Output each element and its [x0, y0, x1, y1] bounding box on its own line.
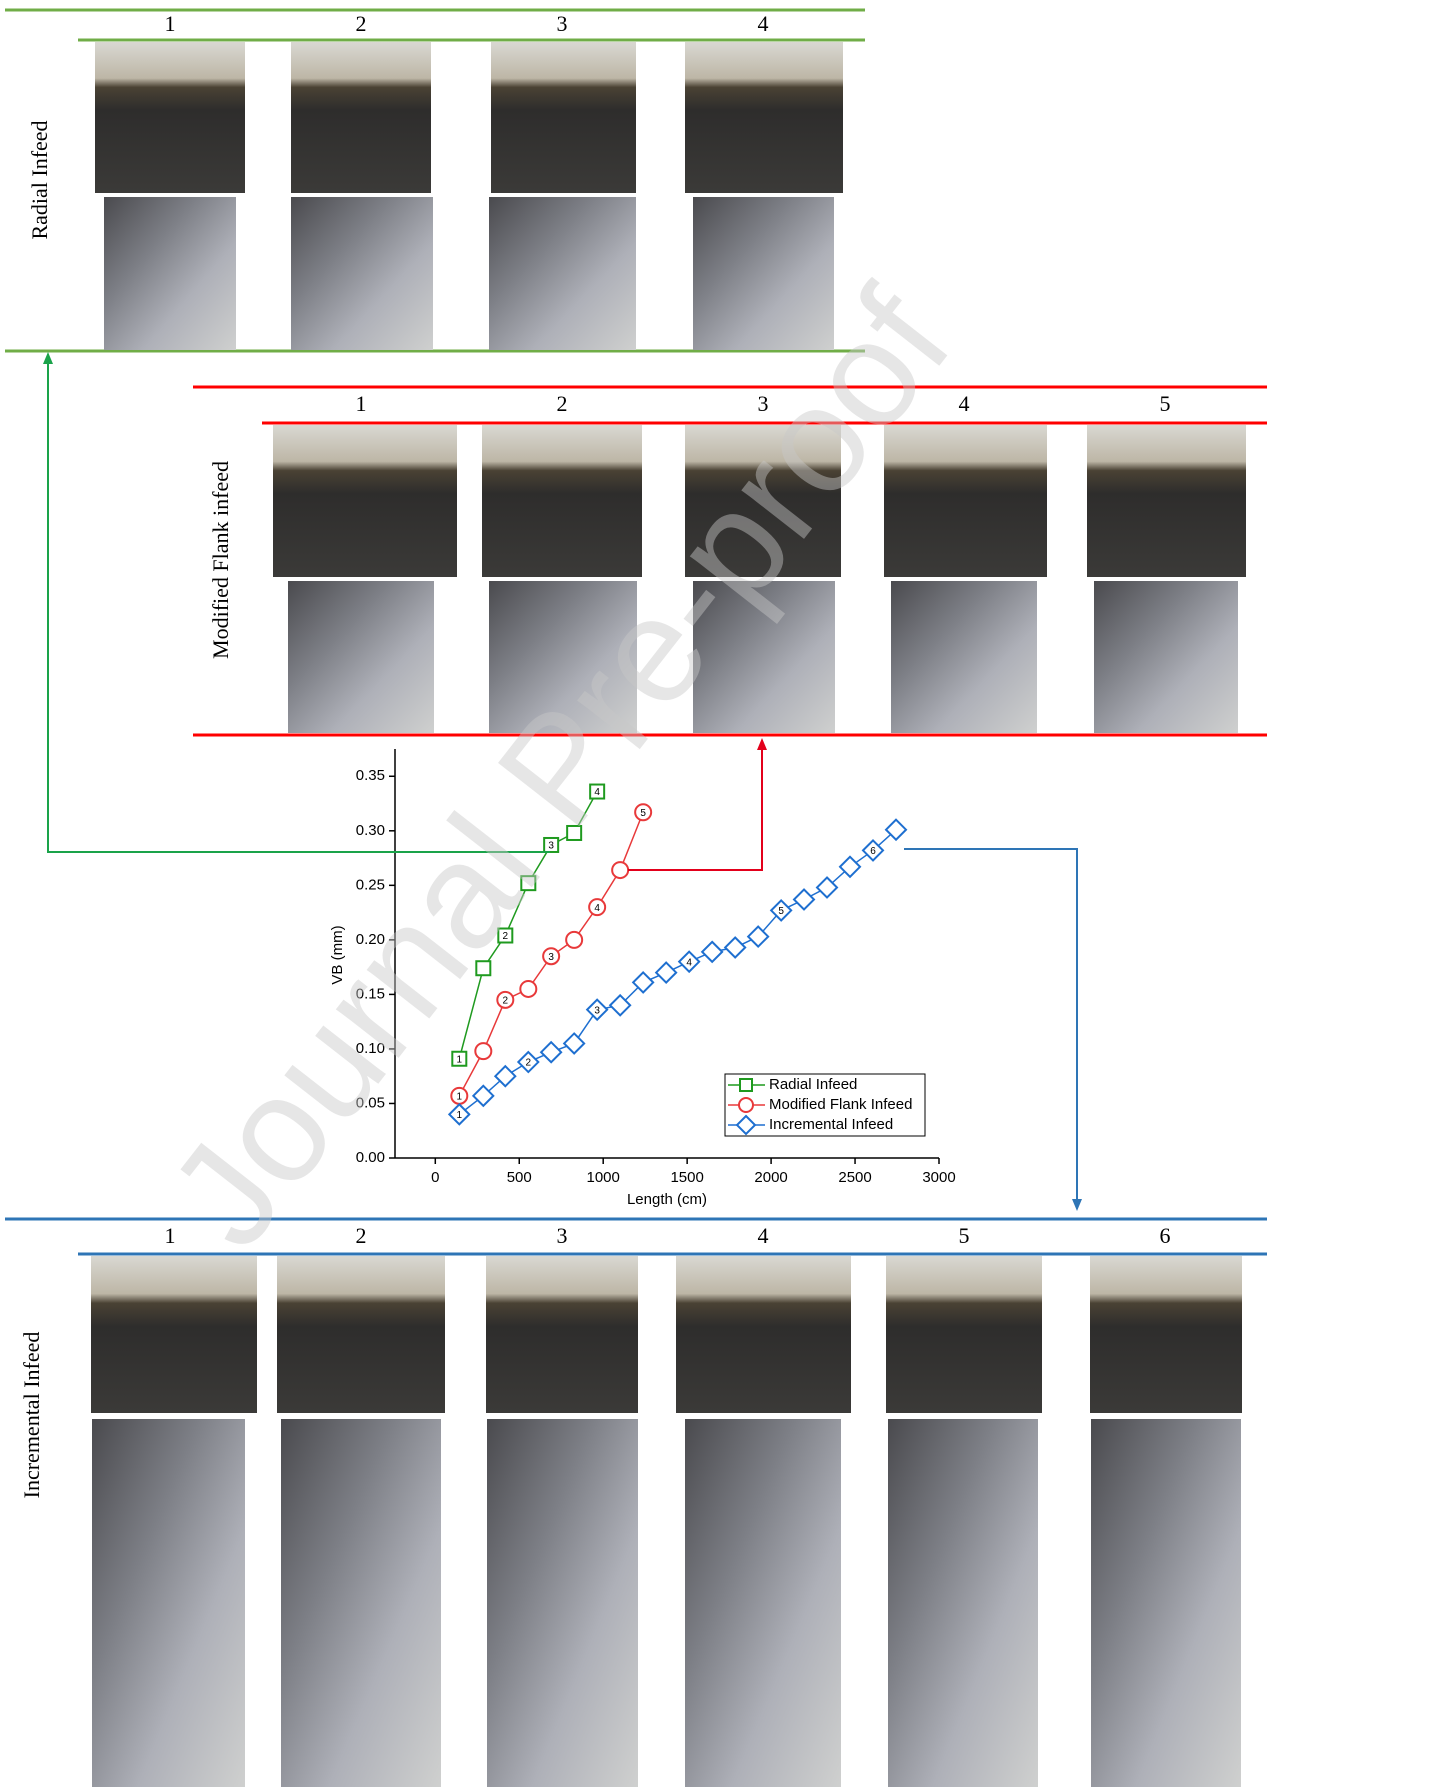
legend-label: Modified Flank Infeed [769, 1096, 912, 1113]
tool-photo-side [489, 197, 636, 350]
x-axis-title: Length (cm) [627, 1191, 707, 1208]
panel-number: 6 [1160, 1223, 1171, 1248]
marker [656, 963, 676, 983]
panel-number: 2 [356, 1223, 367, 1248]
marker-label: 2 [526, 1058, 532, 1069]
tool-photo-side [291, 197, 433, 350]
legend-marker [740, 1079, 752, 1091]
x-tick-label: 1000 [587, 1169, 620, 1186]
panel-label: Radial Infeed [27, 120, 52, 239]
panel-number: 2 [356, 11, 367, 36]
panel-number: 3 [557, 11, 568, 36]
marker [541, 1042, 561, 1062]
tool-photo-side [685, 1419, 841, 1787]
y-tick-label: 0.30 [356, 822, 385, 839]
tool-photo-side [1094, 581, 1238, 733]
tool-photo-top [886, 1256, 1042, 1413]
tool-photo-top [1087, 425, 1246, 577]
x-tick-label: 2500 [838, 1169, 871, 1186]
marker-label: 5 [640, 808, 646, 819]
x-tick-label: 3000 [922, 1169, 955, 1186]
tool-photo-top [486, 1256, 638, 1413]
marker-label: 1 [457, 1110, 463, 1121]
panel-number: 1 [165, 11, 176, 36]
marker [612, 862, 628, 878]
panel-number: 4 [758, 11, 769, 36]
tool-photo-top [482, 425, 642, 577]
x-tick-label: 1500 [670, 1169, 703, 1186]
marker-label: 3 [548, 952, 554, 963]
tool-photo-side [281, 1419, 441, 1787]
marker [564, 1033, 584, 1053]
legend-label: Radial Infeed [769, 1076, 857, 1093]
panel-number: 3 [557, 1223, 568, 1248]
marker-label: 5 [778, 906, 784, 917]
arrow [904, 849, 1077, 1200]
tool-photo-top [291, 42, 431, 193]
panel-number: 4 [758, 1223, 769, 1248]
marker [520, 981, 536, 997]
legend-label: Incremental Infeed [769, 1116, 893, 1133]
panel-label: Modified Flank infeed [208, 461, 233, 659]
figure: Radial Infeed 1 2 3 4 Modified Flank infeed 1 2… [0, 0, 1454, 1787]
marker [702, 942, 722, 962]
marker-label: 3 [594, 1005, 600, 1016]
panel-number: 1 [356, 391, 367, 416]
tool-photo-side [288, 581, 434, 733]
tool-photo-side [888, 1419, 1038, 1787]
marker [475, 1043, 491, 1059]
marker-label: 1 [457, 1091, 463, 1102]
panel-number: 2 [557, 391, 568, 416]
tool-photo-top [1090, 1256, 1242, 1413]
arrow-head [757, 738, 767, 750]
tool-photo-side [1091, 1419, 1241, 1787]
arrow-head [1072, 1199, 1082, 1211]
marker-label: 2 [503, 995, 509, 1006]
y-tick-label: 0.35 [356, 767, 385, 784]
tool-photo-side [487, 1419, 638, 1787]
marker-label: 4 [686, 957, 692, 968]
tool-photo-top [277, 1256, 445, 1413]
tool-photo-top [91, 1256, 257, 1413]
tool-photo-top [676, 1256, 851, 1413]
x-tick-label: 0 [431, 1169, 439, 1186]
tool-photo-top [273, 425, 457, 577]
marker [725, 938, 745, 958]
marker [566, 932, 582, 948]
panel-number: 1 [165, 1223, 176, 1248]
x-tick-label: 2000 [754, 1169, 787, 1186]
marker-label: 1 [457, 1054, 463, 1065]
tool-photo-side [891, 581, 1037, 733]
tool-photo-top [685, 42, 843, 193]
tool-photo-side [92, 1419, 245, 1787]
panel-number: 4 [959, 391, 970, 416]
arrow-head [43, 352, 53, 364]
tool-photo-side [104, 197, 236, 350]
marker-label: 6 [870, 846, 876, 857]
marker [794, 890, 814, 910]
legend-marker [739, 1098, 753, 1112]
panel-label: Incremental Infeed [19, 1332, 44, 1499]
marker-label: 4 [594, 903, 600, 914]
x-tick-label: 500 [507, 1169, 532, 1186]
panel-number: 5 [1160, 391, 1171, 416]
panel-number: 5 [959, 1223, 970, 1248]
tool-photo-top [95, 42, 245, 193]
tool-photo-top [491, 42, 636, 193]
